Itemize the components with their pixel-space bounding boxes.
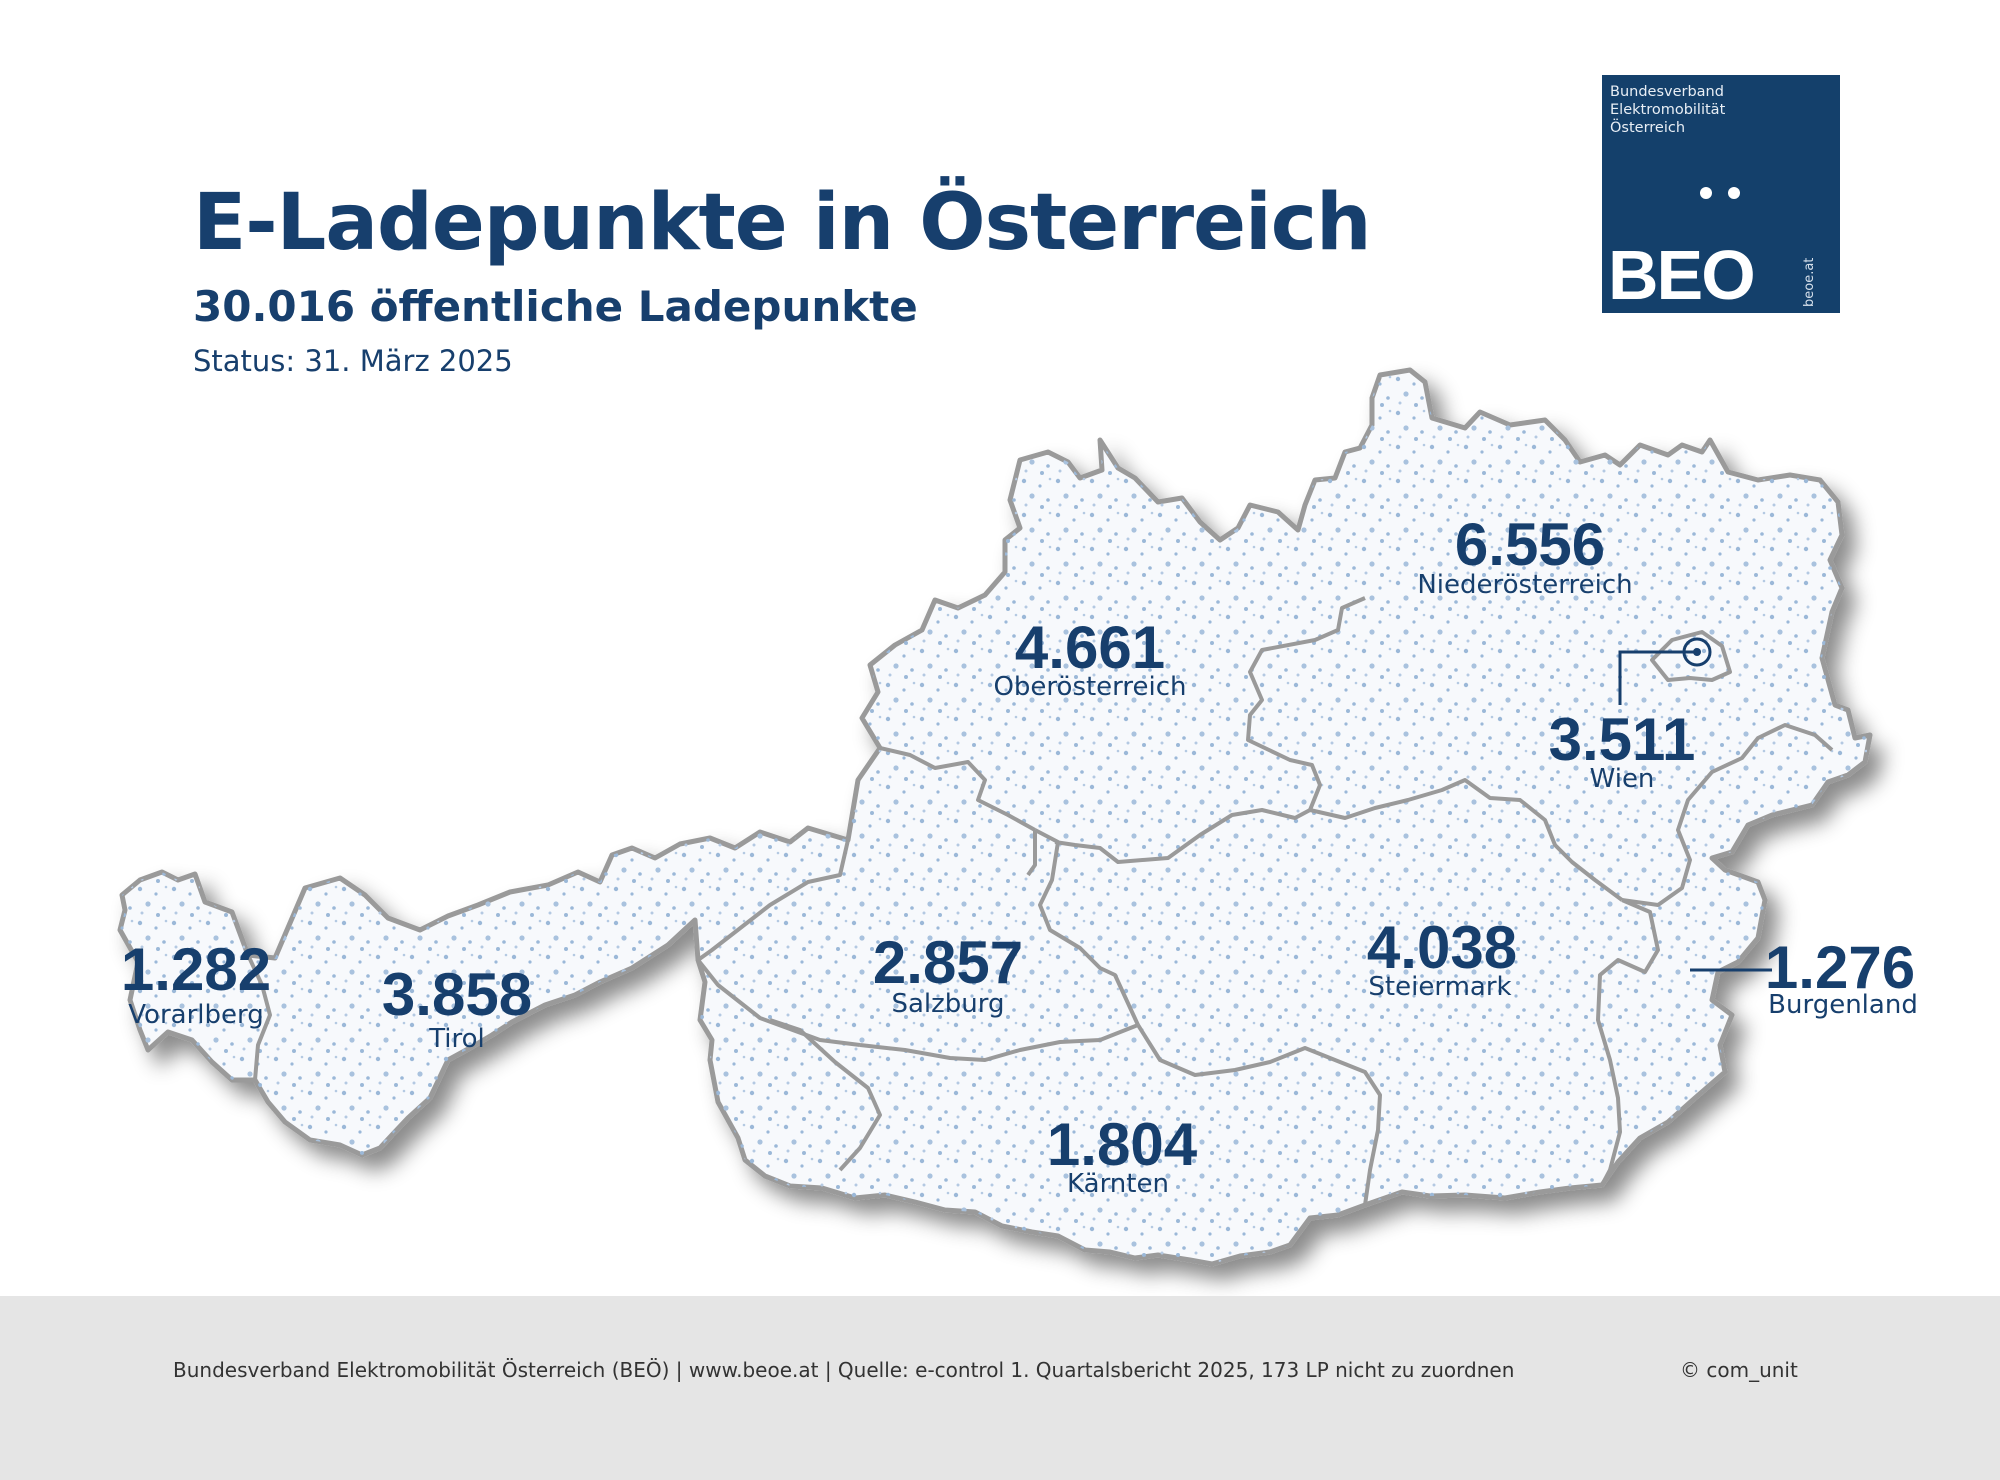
region-name-wien: Wien	[1590, 764, 1655, 794]
region-name-salzburg: Salzburg	[891, 989, 1004, 1019]
footer-source: Bundesverband Elektromobilität Österreic…	[173, 1358, 1515, 1382]
region-value-burgenland: 1.276	[1765, 934, 1915, 1001]
logo-umlaut-dot	[1700, 187, 1712, 199]
region-borders	[246, 596, 1834, 1206]
logo-org-name: Bundesverband Elektromobilität Österreic…	[1610, 83, 1790, 137]
region-value-niederoesterreich: 6.556	[1455, 511, 1605, 578]
logo-umlaut-dot	[1728, 187, 1740, 199]
region-name-niederoesterreich: Niederösterreich	[1417, 570, 1632, 600]
region-name-tirol: Tirol	[428, 1024, 485, 1054]
region-value-steiermark: 4.038	[1367, 914, 1517, 981]
footer: Bundesverband Elektromobilität Österreic…	[0, 1296, 2000, 1480]
region-name-steiermark: Steiermark	[1368, 972, 1511, 1002]
region-value-wien: 3.511	[1549, 706, 1696, 773]
region-name-vorarlberg: Vorarlberg	[128, 1000, 263, 1030]
logo-org-line: Bundesverband	[1610, 84, 1724, 100]
region-name-burgenland: Burgenland	[1768, 990, 1918, 1020]
logo-org-line: Österreich	[1610, 120, 1686, 136]
page-title: E-Ladepunkte in Österreich	[193, 178, 1372, 268]
region-value-tirol: 3.858	[382, 961, 532, 1028]
region-value-oberoesterreich: 4.661	[1015, 614, 1165, 681]
logo-org-line: Elektromobilität	[1610, 102, 1726, 118]
region-value-kaernten: 1.804	[1047, 1111, 1198, 1178]
footer-credit: © com_unit	[1680, 1358, 1798, 1382]
logo-wordmark: BEO	[1608, 236, 1756, 314]
wien-marker	[1618, 637, 1712, 705]
beo-logo: Bundesverband Elektromobilität Österreic…	[1602, 75, 1840, 314]
region-name-oberoesterreich: Oberösterreich	[993, 672, 1186, 702]
region-value-vorarlberg: 1.282	[121, 936, 271, 1003]
region-name-kaernten: Kärnten	[1067, 1169, 1169, 1199]
map-dot-texture	[120, 370, 1870, 1264]
page-subtitle: 30.016 öffentliche Ladepunkte	[193, 282, 918, 331]
region-value-salzburg: 2.857	[873, 929, 1023, 996]
status-date: Status: 31. März 2025	[193, 344, 513, 378]
